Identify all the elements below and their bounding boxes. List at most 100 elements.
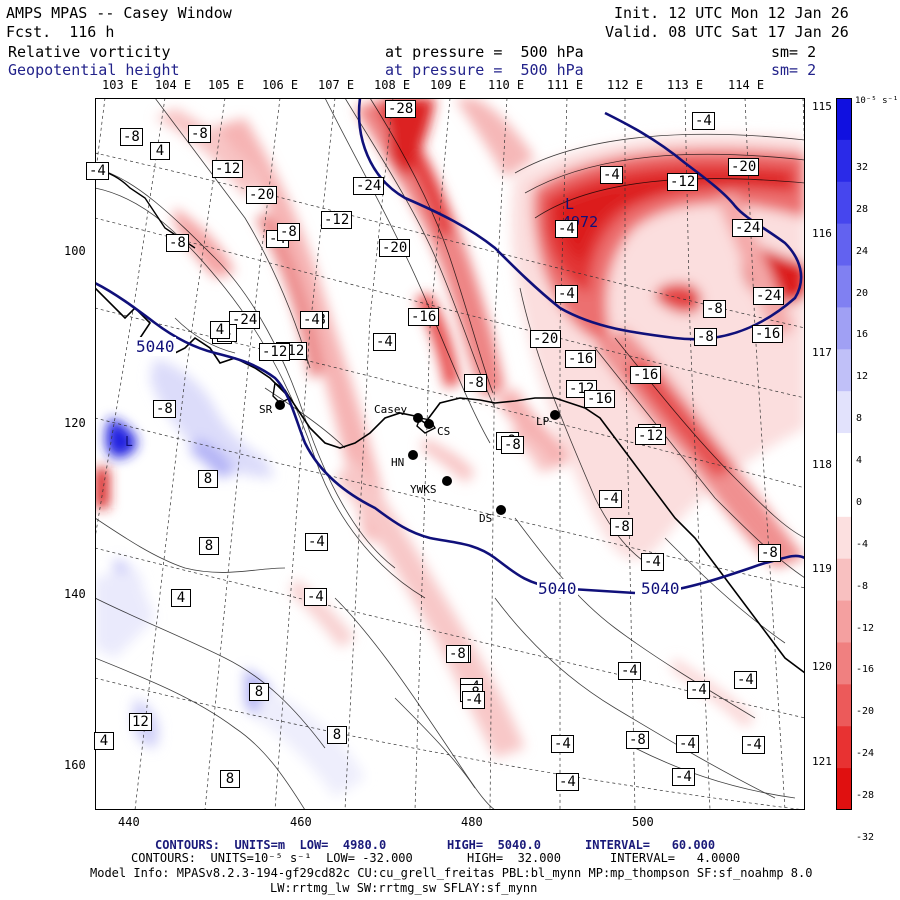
colorbar-segment xyxy=(836,600,852,643)
positive-vorticity-fill xyxy=(95,358,365,798)
x-tick: 480 xyxy=(461,815,483,829)
colorbar-segment xyxy=(836,139,852,183)
lon-label: 108 E xyxy=(374,78,411,92)
colorbar-tick: -12 xyxy=(856,623,875,634)
vorticity-value-label: -16 xyxy=(630,366,662,384)
colorbar-tick: 20 xyxy=(856,288,869,299)
colorbar-tick: -24 xyxy=(856,748,875,759)
station-label: YWKS xyxy=(410,483,437,496)
lon-label: 114 E xyxy=(728,78,765,92)
vorticity-value-label: 8 xyxy=(249,683,269,701)
colorbar-segment xyxy=(836,684,852,727)
vorticity-value-label: -4 xyxy=(304,588,327,606)
vorticity-value-label: -28 xyxy=(385,100,417,118)
footer-vort-high: HIGH= 32.000 xyxy=(467,851,561,865)
vorticity-value-label: -16 xyxy=(408,308,440,326)
vorticity-value-label: -12 xyxy=(259,343,291,361)
vorticity-value-label: 12 xyxy=(129,713,152,731)
lon-label: 113 E xyxy=(667,78,704,92)
footer-height-interval: INTERVAL= 60.000 xyxy=(585,838,716,852)
vorticity-value-label: -4 xyxy=(300,311,323,329)
field2-name: Geopotential height xyxy=(8,61,180,79)
station-label: CS xyxy=(437,425,451,438)
station-label: DS xyxy=(479,512,493,525)
model-info: Model Info: MPASv8.2.3-194-gf29cd82c CU:… xyxy=(90,866,813,880)
x-tick: 440 xyxy=(118,815,140,829)
vorticity-value-label: -4 xyxy=(305,533,328,551)
colorbar-segment xyxy=(836,391,852,434)
vorticity-value-label: -4 xyxy=(618,662,641,680)
vorticity-value-label: -4 xyxy=(672,768,695,786)
vorticity-value-label: 8 xyxy=(220,770,240,788)
vorticity-value-label: -4 xyxy=(742,736,765,754)
vorticity-value-label: -4 xyxy=(555,220,578,238)
vorticity-value-label: 8 xyxy=(199,537,219,555)
forecast-hour: Fcst. 116 h xyxy=(6,23,115,41)
chart-title: AMPS MPAS -- Casey Window xyxy=(6,4,232,22)
x-tick: 500 xyxy=(632,815,654,829)
colorbar-segment xyxy=(836,726,852,769)
colorbar-tick: -32 xyxy=(856,832,875,843)
vorticity-value-label: -8 xyxy=(610,518,633,536)
vorticity-value-label: -8 xyxy=(501,436,524,454)
vorticity-value-label: 8 xyxy=(327,726,347,744)
lon-label: 106 E xyxy=(262,78,299,92)
vorticity-map xyxy=(95,98,805,810)
colorbar xyxy=(836,98,852,810)
field1-level: at pressure = 500 hPa xyxy=(385,43,584,61)
vorticity-value-label: -24 xyxy=(353,177,385,195)
vorticity-value-label: -4 xyxy=(687,681,710,699)
lon-label: 104 E xyxy=(155,78,192,92)
colorbar-unit: 10⁻⁵ s⁻¹ xyxy=(855,96,899,106)
vorticity-value-label: -4 xyxy=(373,333,396,351)
station-label: Casey xyxy=(374,403,408,416)
vorticity-value-label: -4 xyxy=(692,112,715,130)
colorbar-tick: -16 xyxy=(856,664,875,675)
colorbar-tick: 32 xyxy=(856,162,869,173)
colorbar-segment xyxy=(836,181,852,225)
low-marker: L xyxy=(565,195,575,213)
field2-smooth: sm= 2 xyxy=(771,61,817,79)
coastline xyxy=(95,287,805,674)
vorticity-value-label: -4 xyxy=(556,773,579,791)
vorticity-value-label: -8 xyxy=(694,328,717,346)
colorbar-segment xyxy=(836,474,852,518)
colorbar-segment xyxy=(836,223,852,267)
colorbar-tick: 8 xyxy=(856,413,863,424)
vorticity-value-label: -12 xyxy=(321,211,353,229)
valid-time: Valid. 08 UTC Sat 17 Jan 26 xyxy=(605,23,849,41)
vorticity-value-label: -8 xyxy=(153,400,176,418)
vorticity-value-label: 8 xyxy=(198,470,218,488)
lon-label: 103 E xyxy=(102,78,139,92)
vorticity-value-label: -20 xyxy=(728,158,760,176)
colorbar-segment xyxy=(836,307,852,350)
lon-label: 111 E xyxy=(547,78,584,92)
colorbar-tick: 24 xyxy=(856,246,869,257)
y-tick: 100 xyxy=(64,244,86,258)
lon-label: 107 E xyxy=(318,78,355,92)
colorbar-tick: 4 xyxy=(856,455,863,466)
vorticity-value-label: -8 xyxy=(277,223,300,241)
vorticity-value-label: -4 xyxy=(551,735,574,753)
x-tick: 460 xyxy=(290,815,312,829)
footer-height-contours: CONTOURS: UNITS=m LOW= 4980.0 xyxy=(155,838,387,852)
field1-name: Relative vorticity xyxy=(8,43,171,61)
colorbar-segment xyxy=(836,433,852,476)
vorticity-value-label: -4 xyxy=(734,671,757,689)
footer-height-high: HIGH= 5040.0 xyxy=(447,838,541,852)
station-label: HN xyxy=(391,456,405,469)
y-tick: 120 xyxy=(64,416,86,430)
init-time: Init. 12 UTC Mon 12 Jan 26 xyxy=(614,4,849,22)
field2-level: at pressure = 500 hPa xyxy=(385,61,584,79)
vorticity-value-label: 4 xyxy=(210,321,230,339)
model-info-physics: LW:rrtmg_lw SW:rrtmg_sw SFLAY:sf_mynn xyxy=(270,881,538,895)
vorticity-value-label: -12 xyxy=(667,173,699,191)
footer-vort-contours: CONTOURS: UNITS=10⁻⁵ s⁻¹ LOW= -32.000 xyxy=(131,851,413,865)
vorticity-value-label: -20 xyxy=(246,186,278,204)
vorticity-value-label: -8 xyxy=(464,374,487,392)
vorticity-value-label: -4 xyxy=(600,166,623,184)
colorbar-tick: 12 xyxy=(856,371,869,382)
vorticity-value-label: -8 xyxy=(758,544,781,562)
colorbar-segment xyxy=(836,768,852,810)
colorbar-segment xyxy=(836,98,852,141)
